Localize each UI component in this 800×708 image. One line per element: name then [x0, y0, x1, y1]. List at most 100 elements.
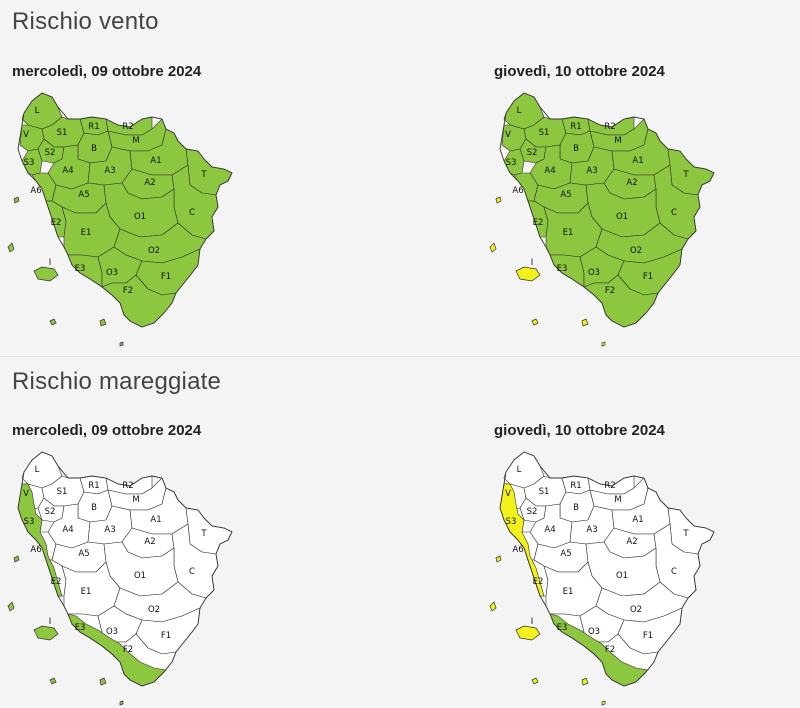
island-giannutri[interactable]	[601, 341, 606, 347]
zone-label-o3: O3	[588, 627, 600, 637]
zone-label-a5: A5	[78, 549, 89, 559]
region-outline	[499, 451, 715, 687]
island-pianosa[interactable]	[49, 318, 57, 326]
zone-label-l: L	[517, 106, 522, 116]
zone-label-o2: O2	[148, 246, 160, 256]
island-giglio[interactable]	[581, 677, 589, 686]
zone-label-o1: O1	[616, 571, 628, 581]
zone-label-f1: F1	[643, 631, 653, 641]
zone-label-s1: S1	[539, 128, 550, 138]
zone-label-a2: A2	[144, 537, 155, 547]
island-pianosa[interactable]	[531, 677, 539, 685]
zone-label-a3: A3	[586, 166, 597, 176]
zone-label-e1: E1	[563, 228, 574, 238]
island-pianosa[interactable]	[49, 677, 57, 685]
zone-label-f1: F1	[643, 272, 653, 282]
zone-label-m: M	[614, 495, 621, 505]
zone-label-o2: O2	[630, 605, 642, 615]
zone-label-o2: O2	[630, 246, 642, 256]
zone-label-r1: R1	[88, 122, 99, 132]
zone-label-b: B	[573, 503, 579, 513]
zone-label-a3: A3	[104, 166, 115, 176]
zone-label-s1: S1	[57, 128, 68, 138]
zone-label-c: C	[189, 567, 195, 577]
zone-label-s2: S2	[527, 148, 538, 158]
zone-label-c: C	[671, 567, 677, 577]
zone-label-i: I	[49, 617, 52, 627]
zone-label-b: B	[573, 144, 579, 154]
zone-label-a5: A5	[78, 190, 89, 200]
zone-label-a6: A6	[30, 186, 41, 196]
zone-label-e2: E2	[51, 577, 62, 587]
zone-label-r2: R2	[122, 481, 133, 491]
island-giglio[interactable]	[581, 318, 589, 327]
island-gorgona[interactable]	[13, 555, 20, 563]
zone-label-a4: A4	[62, 525, 73, 535]
island-gorgona[interactable]	[13, 196, 20, 204]
zone-label-a6: A6	[512, 186, 523, 196]
section-title: Rischio mareggiate	[12, 368, 222, 395]
island-giannutri[interactable]	[119, 341, 124, 347]
zone-label-r1: R1	[88, 481, 99, 491]
day-date: mercoledì, 09 ottobre 2024	[12, 63, 202, 80]
zone-label-a1: A1	[150, 156, 161, 166]
zone-label-a4: A4	[544, 525, 555, 535]
zone-label-a2: A2	[144, 178, 155, 188]
zone-label-i: I	[49, 258, 52, 268]
zone-label-a5: A5	[560, 190, 571, 200]
zone-label-a2: A2	[626, 537, 637, 547]
island-capraia[interactable]	[7, 601, 15, 612]
island-gorgona[interactable]	[495, 196, 502, 204]
section-divider	[0, 356, 800, 357]
zone-label-t: T	[200, 170, 207, 180]
island-elba[interactable]	[33, 266, 59, 282]
zone-label-a1: A1	[150, 515, 161, 525]
zone-label-l: L	[517, 465, 522, 475]
island-capraia[interactable]	[489, 601, 497, 612]
zone-label-s3: S3	[24, 158, 35, 168]
zone-label-e3: E3	[557, 264, 568, 274]
zone-label-o2: O2	[148, 605, 160, 615]
zone-label-r2: R2	[604, 481, 615, 491]
island-gorgona[interactable]	[495, 555, 502, 563]
island-elba[interactable]	[515, 266, 541, 282]
zone-label-e3: E3	[557, 623, 568, 633]
zone-label-s1: S1	[539, 487, 550, 497]
island-elba[interactable]	[33, 625, 59, 641]
island-capraia[interactable]	[7, 242, 15, 253]
zone-label-r2: R2	[604, 122, 615, 132]
zone-label-a4: A4	[62, 166, 73, 176]
region-outline	[17, 451, 233, 687]
zone-label-f1: F1	[161, 631, 171, 641]
zone-label-a1: A1	[632, 156, 643, 166]
zone-label-e1: E1	[81, 587, 92, 597]
zone-label-e3: E3	[75, 264, 86, 274]
zone-label-f2: F2	[123, 645, 133, 655]
zone-label-v: V	[23, 130, 29, 140]
island-elba[interactable]	[515, 625, 541, 641]
zone-label-f2: F2	[605, 645, 615, 655]
island-capraia[interactable]	[489, 242, 497, 253]
zone-label-v: V	[23, 489, 29, 499]
day-date: giovedì, 10 ottobre 2024	[494, 63, 665, 80]
zone-label-s3: S3	[506, 517, 517, 527]
region-outline	[499, 92, 715, 328]
zone-label-a5: A5	[560, 549, 571, 559]
zone-label-a1: A1	[632, 515, 643, 525]
island-giglio[interactable]	[99, 318, 107, 327]
zone-label-a2: A2	[626, 178, 637, 188]
zone-label-c: C	[189, 208, 195, 218]
zone-label-a3: A3	[104, 525, 115, 535]
island-pianosa[interactable]	[531, 318, 539, 326]
zone-label-f2: F2	[605, 286, 615, 296]
zone-label-o1: O1	[616, 212, 628, 222]
zone-label-o1: O1	[134, 571, 146, 581]
island-giglio[interactable]	[99, 677, 107, 686]
zone-label-v: V	[505, 130, 511, 140]
zone-label-a4: A4	[544, 166, 555, 176]
zone-label-s1: S1	[57, 487, 68, 497]
